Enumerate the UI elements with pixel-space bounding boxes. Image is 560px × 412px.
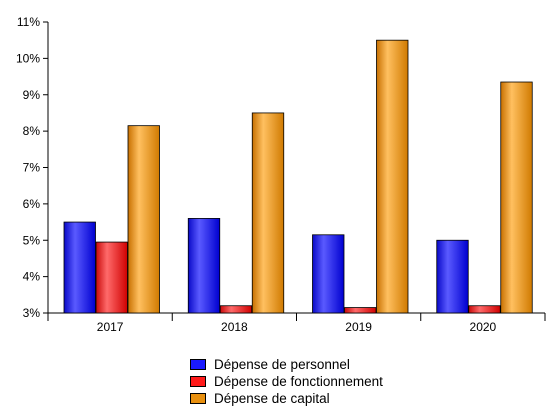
legend-swatch-capital: [190, 393, 206, 404]
bar-fonctionnement: [344, 307, 377, 314]
x-tick-label: 2017: [97, 320, 124, 334]
bar-capital: [127, 125, 160, 314]
legend-item-capital: Dépense de capital: [190, 390, 383, 407]
y-axis: 3% 4% 5% 6% 7% 8% 9% 10% 11%: [16, 15, 49, 320]
y-tick-label: 6%: [23, 197, 41, 211]
bar-fonctionnement: [219, 305, 253, 314]
legend-item-personnel: Dépense de personnel: [190, 356, 383, 373]
y-tick-label: 5%: [23, 233, 41, 247]
y-tick-label: 8%: [23, 124, 41, 138]
legend-item-fonctionnement: Dépense de fonctionnement: [190, 373, 383, 390]
legend-swatch-fonctionnement: [190, 376, 206, 387]
bar-personnel: [436, 239, 469, 314]
legend-label-capital: Dépense de capital: [214, 391, 330, 406]
bar-chart: 3% 4% 5% 6% 7% 8% 9% 10% 11% 2017 2018 2019 2020: [16, 15, 546, 334]
y-tick-label: 3%: [23, 306, 41, 320]
y-tick-label: 11%: [17, 15, 40, 29]
bar-fonctionnement: [95, 241, 128, 314]
legend-label-fonctionnement: Dépense de fonctionnement: [214, 374, 383, 389]
bar-capital: [500, 81, 533, 314]
x-tick-label: 2020: [470, 320, 497, 334]
y-tick-label: 4%: [23, 270, 41, 284]
bar-fonctionnement: [468, 305, 501, 314]
y-tick-label: 7%: [23, 161, 41, 175]
legend: Dépense de personnel Dépense de fonction…: [190, 356, 383, 407]
x-axis: 2017 2018 2019 2020: [47, 312, 546, 334]
bars-group: [63, 39, 533, 314]
x-tick-label: 2018: [221, 320, 248, 334]
bar-capital: [376, 39, 409, 314]
y-tick-label: 9%: [23, 88, 41, 102]
legend-swatch-personnel: [190, 359, 206, 370]
x-tick-label: 2019: [345, 320, 372, 334]
bar-personnel: [63, 221, 96, 314]
bar-personnel: [312, 234, 345, 314]
bar-capital: [251, 112, 285, 314]
y-tick-label: 10%: [16, 51, 40, 65]
legend-label-personnel: Dépense de personnel: [214, 357, 350, 372]
bar-personnel: [187, 218, 221, 314]
